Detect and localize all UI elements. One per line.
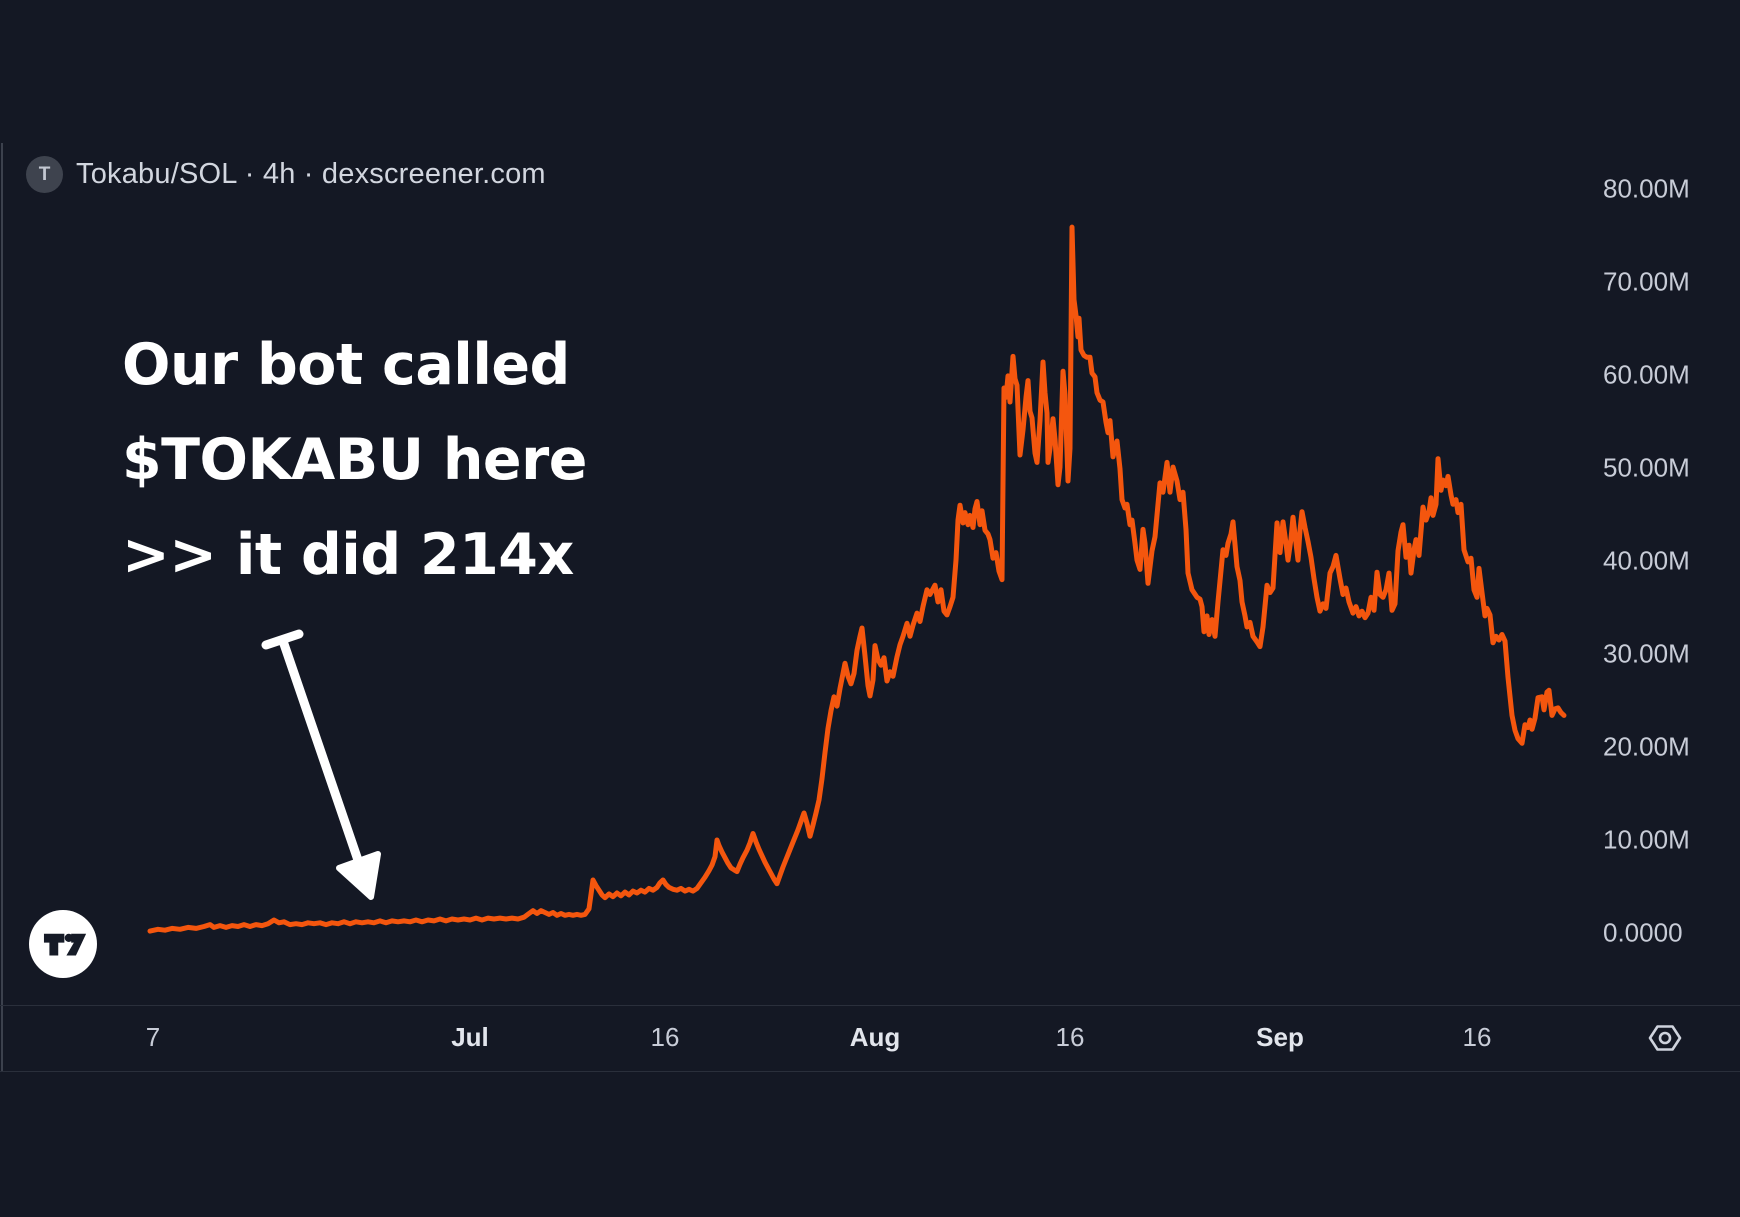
tradingview-logo[interactable] — [29, 910, 97, 978]
y-axis-label: 80.00M — [1603, 173, 1690, 204]
x-axis-day-label: 16 — [1462, 1022, 1492, 1052]
logo-circle — [29, 910, 97, 978]
x-axis-month-label: Jul — [451, 1022, 489, 1052]
y-axis-label: 70.00M — [1603, 266, 1690, 297]
hexagon-settings-icon[interactable] — [1647, 1022, 1683, 1054]
price-line-series — [147, 224, 1567, 934]
y-axis-label: 0.0000 — [1603, 917, 1683, 948]
token-badge-letter: T — [38, 163, 51, 185]
annotation-line-3: >> it did 214x — [122, 522, 574, 588]
x-axis-day-label: 16 — [1055, 1022, 1085, 1052]
x-axis-day-label: 16 — [650, 1022, 680, 1052]
time-axis-bottom-divider — [0, 1071, 1740, 1072]
y-axis-label: 40.00M — [1603, 545, 1690, 576]
hexagon-outline — [1648, 1025, 1682, 1051]
time-axis-top-divider — [0, 1005, 1740, 1006]
token-symbol-badge: T — [26, 156, 63, 193]
hexagon-center-dot — [1658, 1031, 1672, 1045]
y-axis-label: 50.00M — [1603, 452, 1690, 483]
widget-left-edge — [1, 143, 3, 1072]
x-axis-month-label: Sep — [1256, 1022, 1304, 1052]
y-axis-label: 30.00M — [1603, 638, 1690, 669]
x-axis-month-label: Aug — [849, 1022, 901, 1052]
annotation-text: Our bot called $TOKABU here >> it did 21… — [122, 318, 587, 603]
chart-header: T Tokabu/SOL · 4h · dexscreener.com — [26, 156, 546, 193]
x-axis-day-label: 7 — [145, 1022, 161, 1052]
y-axis-label: 60.00M — [1603, 359, 1690, 390]
chart-title: Tokabu/SOL · 4h · dexscreener.com — [76, 158, 546, 190]
y-axis-label: 20.00M — [1603, 731, 1690, 762]
y-axis-label: 10.00M — [1603, 824, 1690, 855]
annotation-line-2: $TOKABU here — [122, 427, 587, 493]
annotation-line-1: Our bot called — [122, 332, 570, 398]
logo-tv-glyph — [43, 933, 87, 956]
